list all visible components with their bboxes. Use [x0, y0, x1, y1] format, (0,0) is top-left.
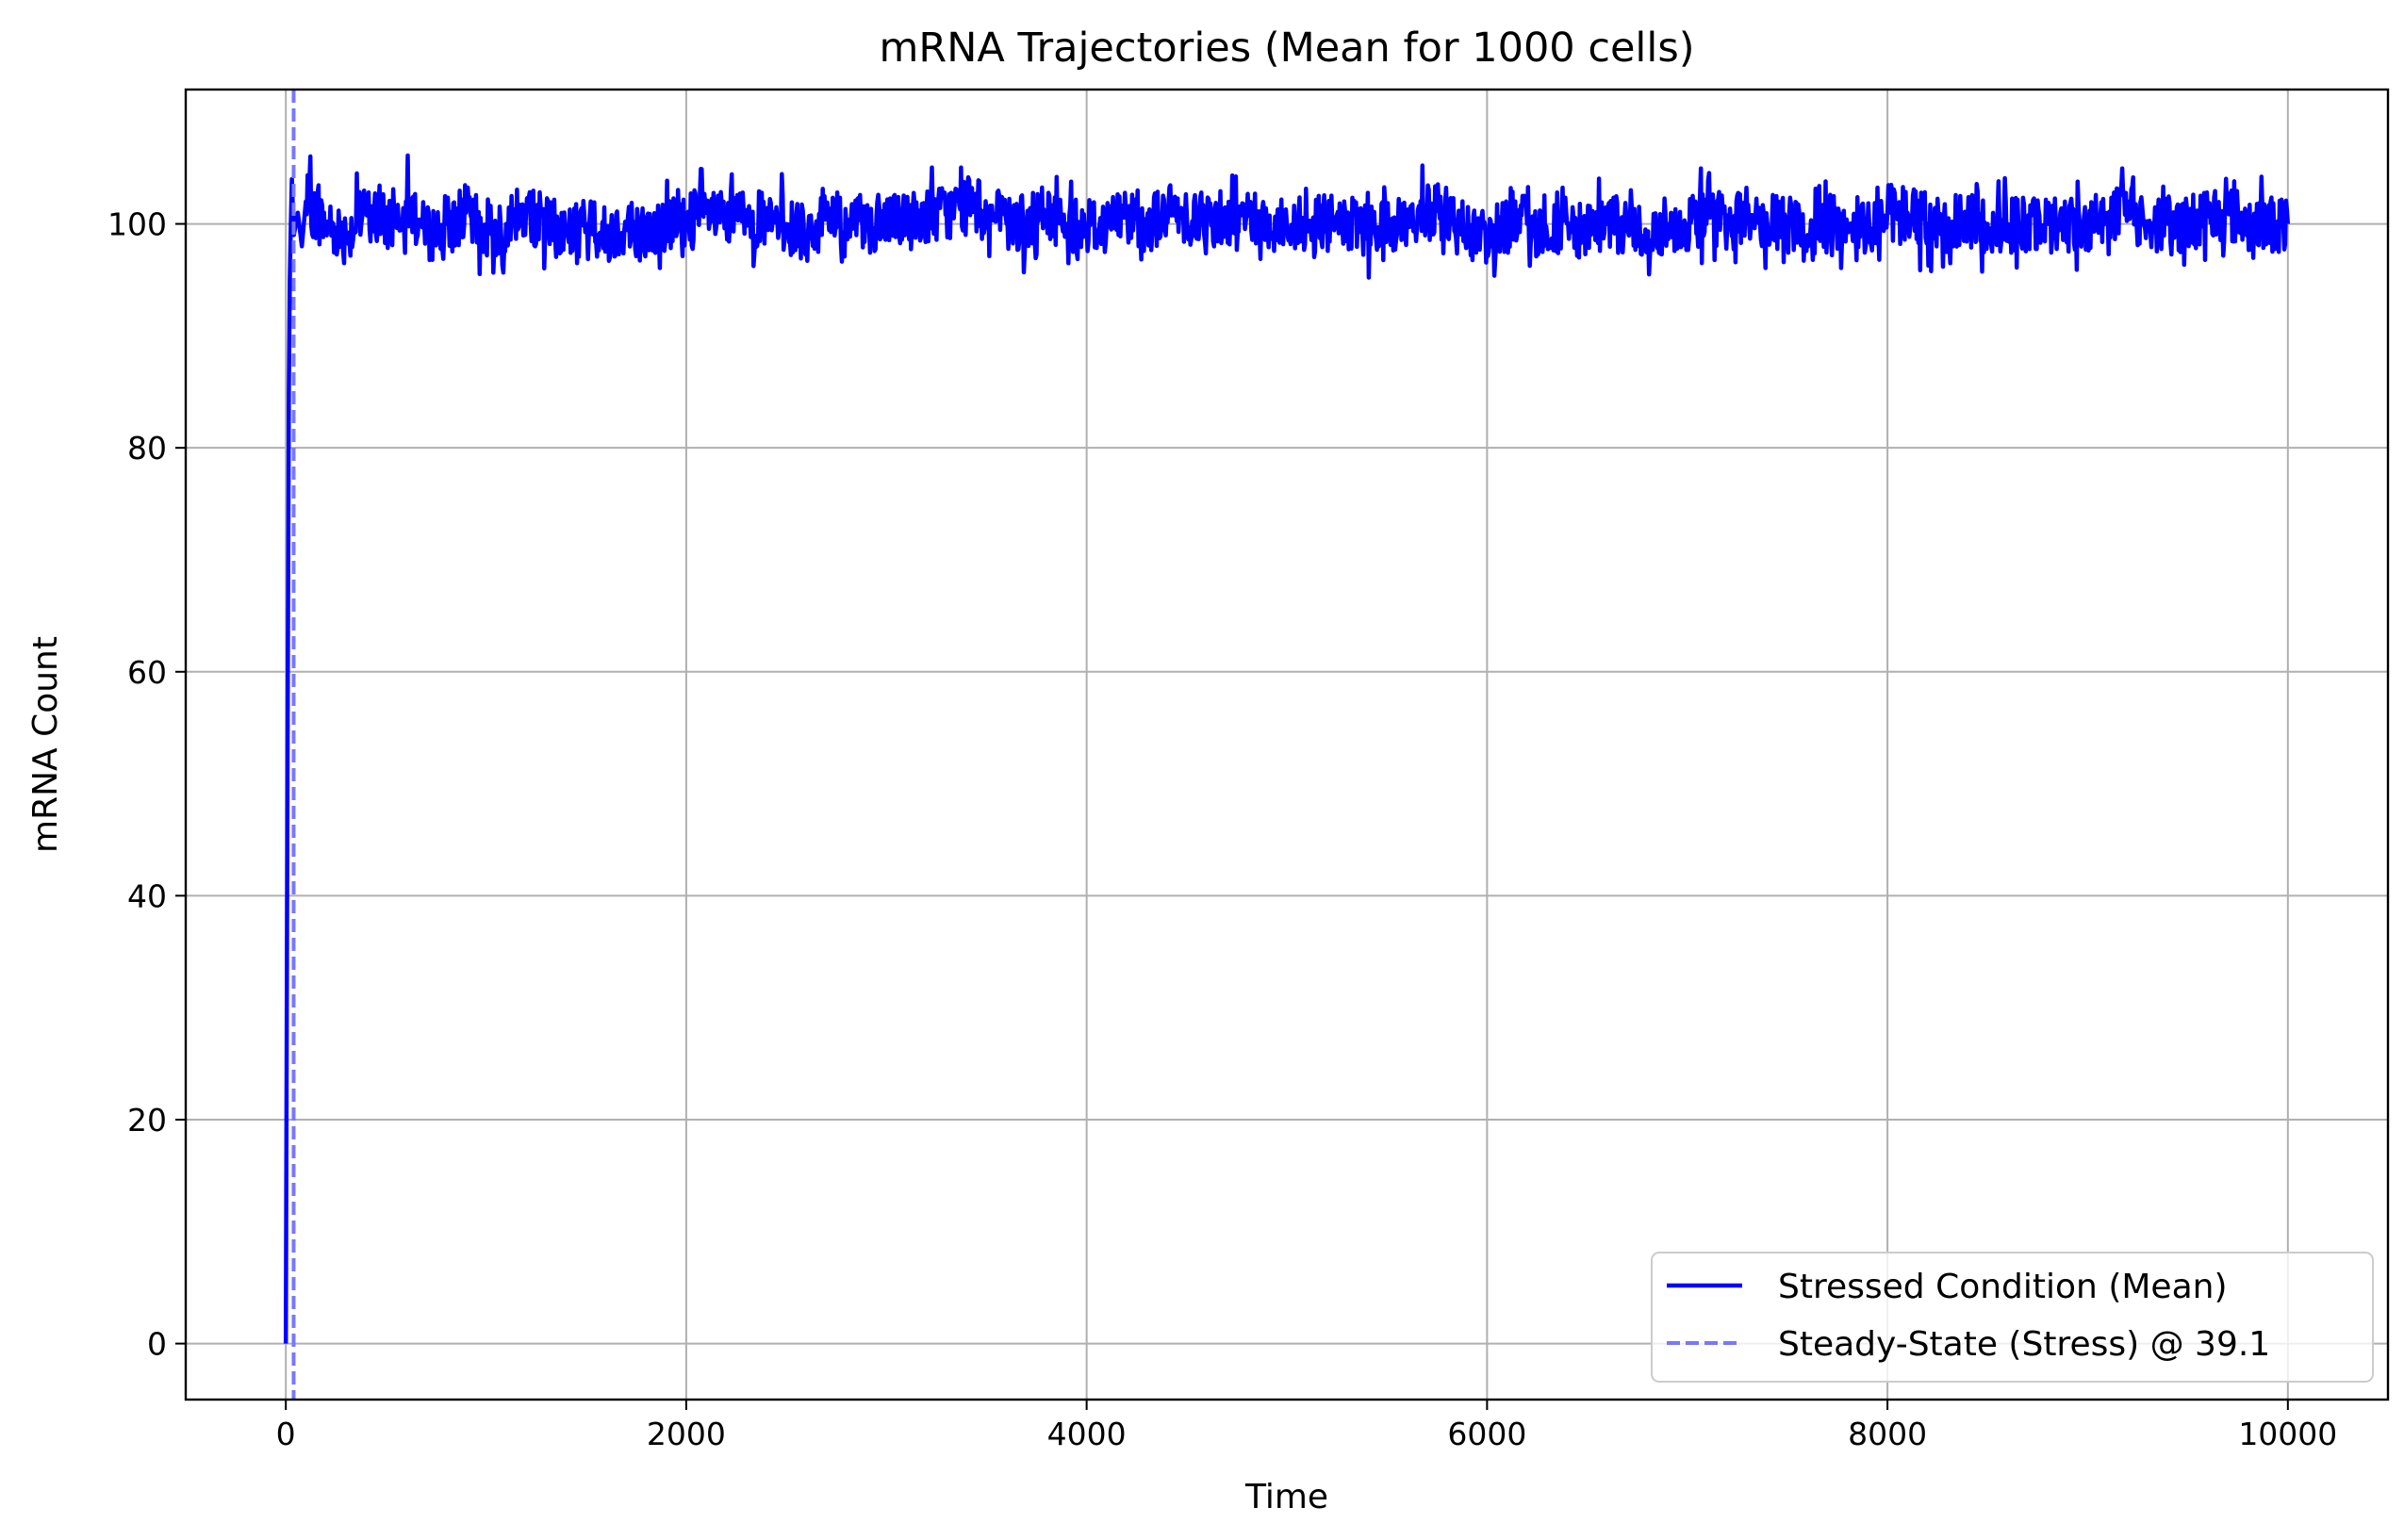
legend: Stressed Condition (Mean) Steady-State (… — [1651, 1252, 2374, 1383]
ticks: 0 2000 4000 6000 8000 10000 0 20 40 60 80 100 — [107, 206, 2337, 1452]
x-tick-label: 4000 — [1047, 1416, 1127, 1452]
chart-title: mRNA Trajectories (Mean for 1000 cells) — [879, 25, 1694, 72]
y-tick-label: 80 — [127, 430, 167, 467]
series-line-stressed — [283, 153, 2291, 1344]
legend-label-steady-state: Steady-State (Stress) @ 39.1 — [1778, 1325, 2270, 1364]
y-tick-label: 20 — [127, 1102, 167, 1139]
x-tick-label: 6000 — [1447, 1416, 1526, 1452]
y-tick-label: 0 — [147, 1326, 167, 1363]
x-tick-label: 2000 — [647, 1416, 726, 1452]
y-tick-label: 100 — [107, 206, 167, 243]
x-tick-label: 10000 — [2238, 1416, 2337, 1452]
x-axis-label: Time — [1244, 1478, 1328, 1516]
legend-label-stressed: Stressed Condition (Mean) — [1778, 1268, 2228, 1306]
legend-box — [1651, 1252, 2374, 1383]
y-tick-label: 40 — [127, 877, 167, 914]
x-tick-label: 0 — [276, 1416, 296, 1452]
axes-frame — [184, 88, 2390, 1401]
x-tick-label: 8000 — [1848, 1416, 1927, 1452]
plot-lines — [283, 90, 2291, 1400]
y-tick-label: 60 — [127, 654, 167, 691]
y-axis-label: mRNA Count — [26, 636, 65, 853]
